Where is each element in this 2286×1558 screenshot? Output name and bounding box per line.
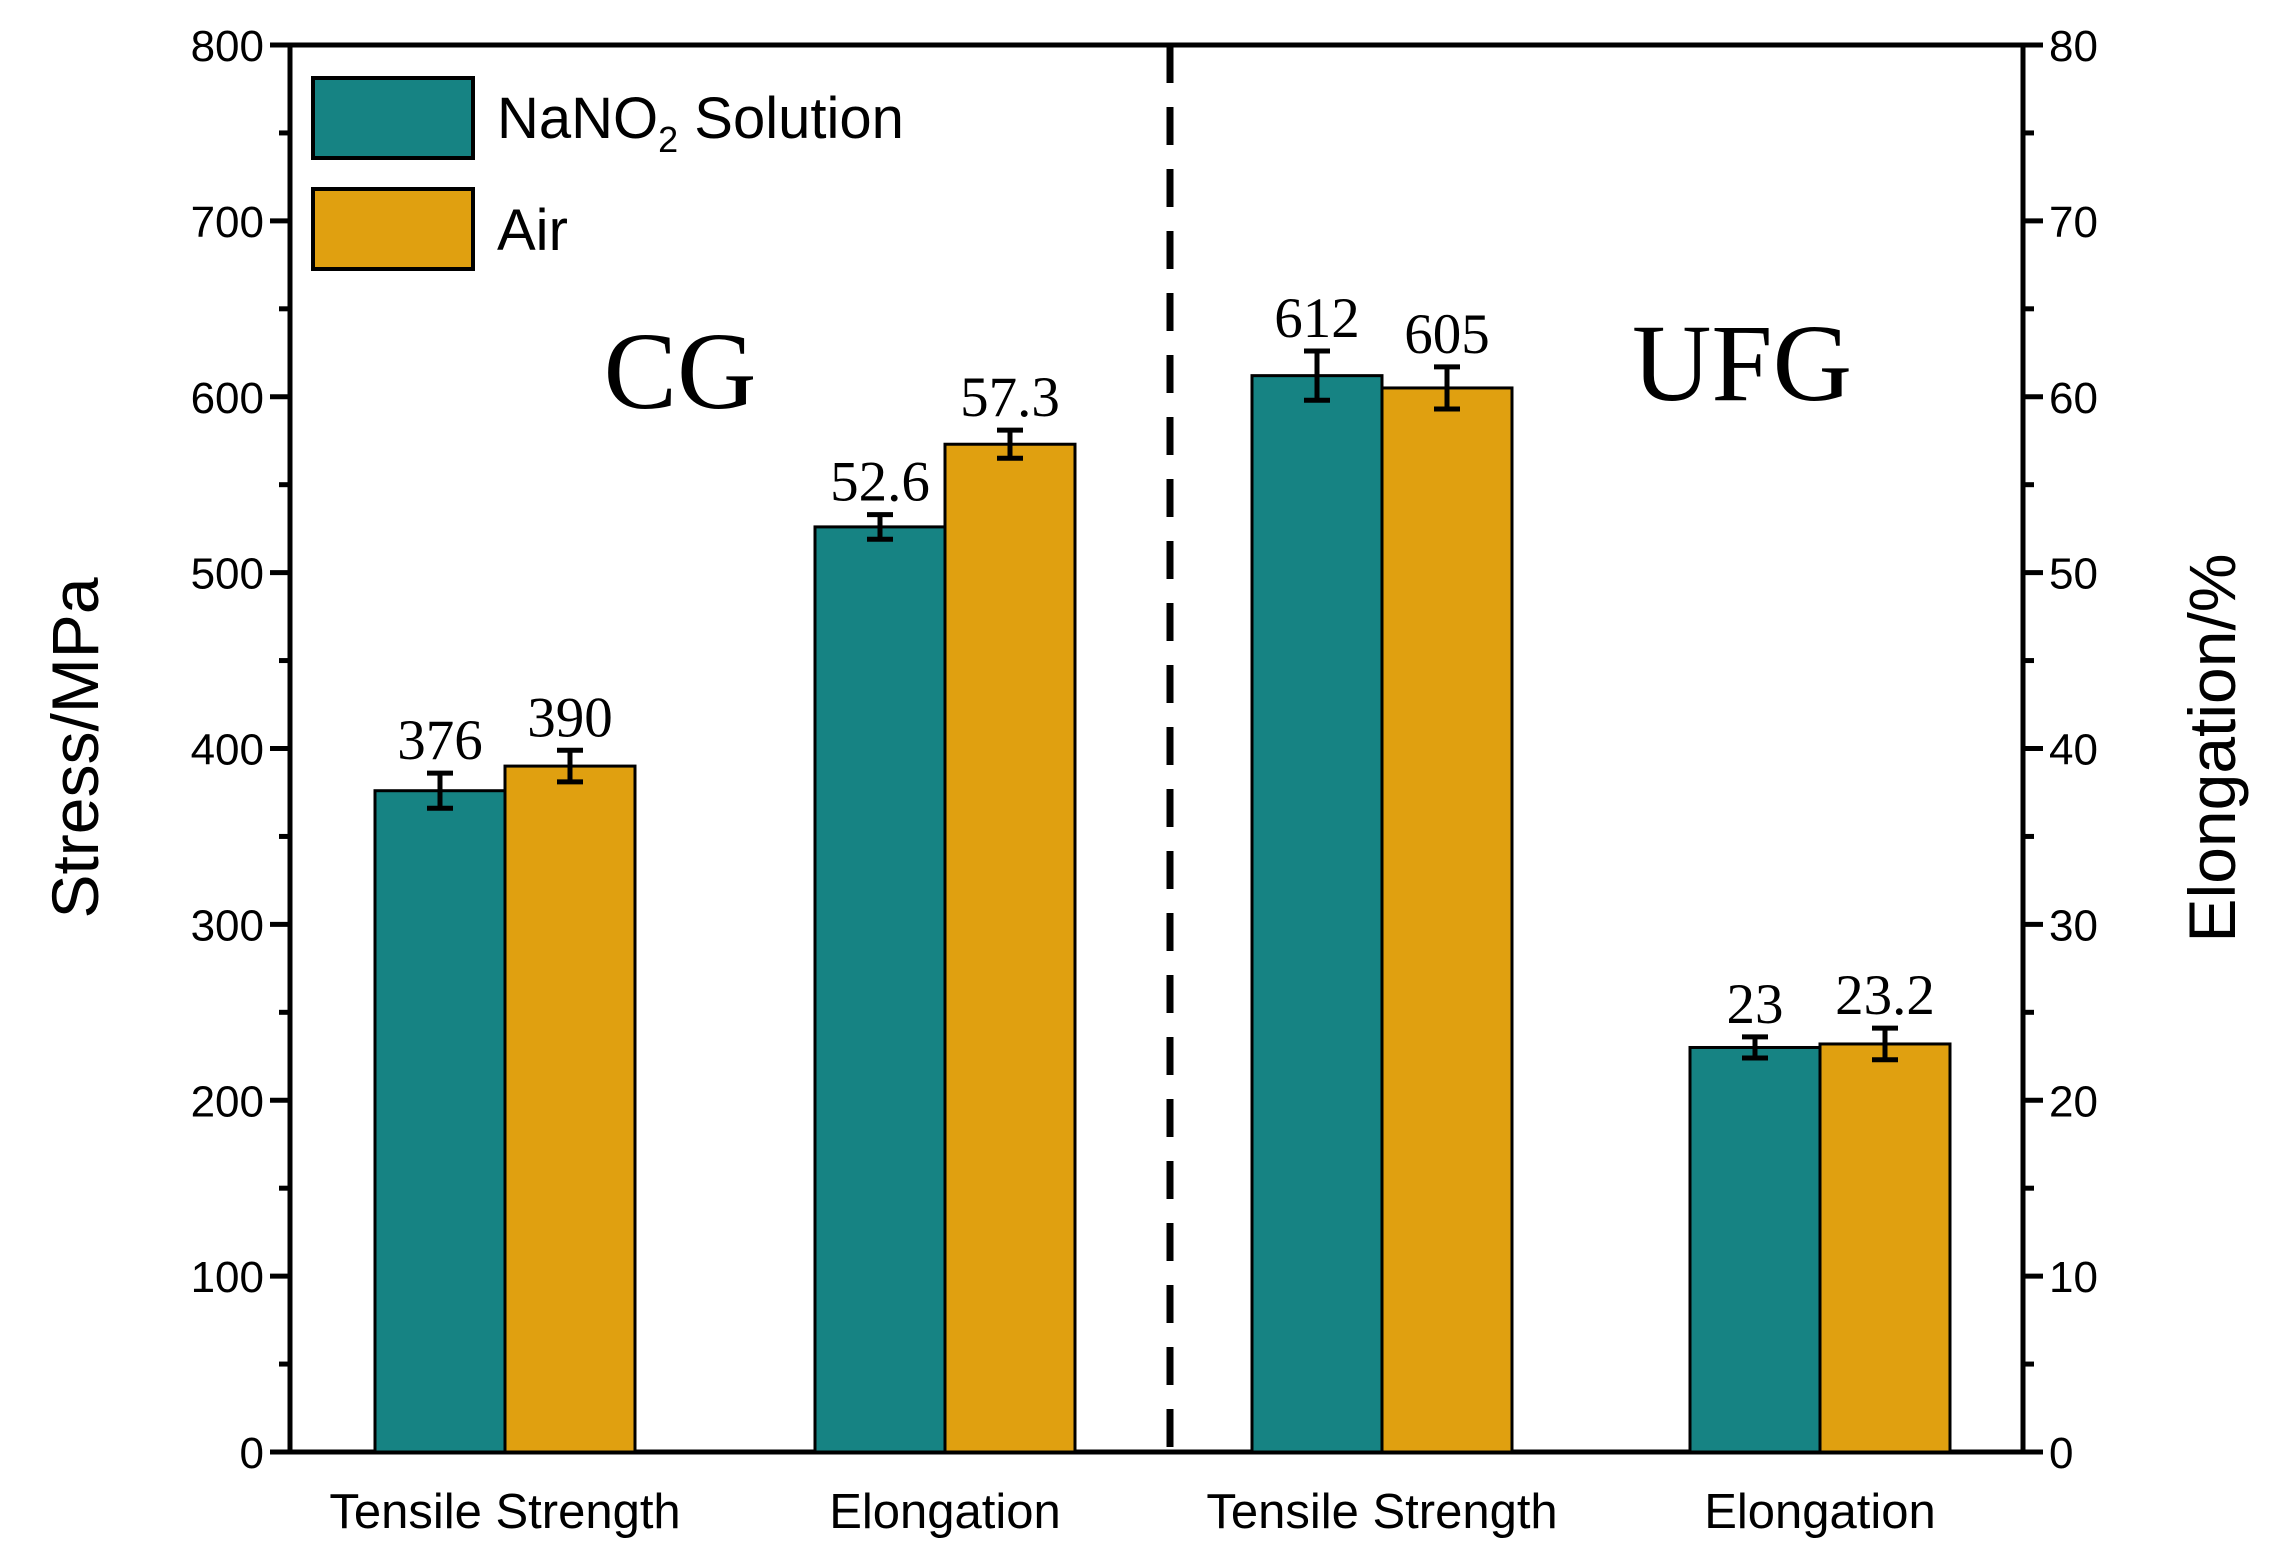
bar-nano2 <box>373 789 507 1454</box>
data-label: 23 <box>1727 973 1784 1036</box>
left-tick-label: 100 <box>191 1253 264 1302</box>
data-label: 605 <box>1404 303 1490 366</box>
right-axis-ticks: 0 10 20 30 40 50 60 70 80 <box>2023 22 2098 1478</box>
right-tick-label: 10 <box>2049 1253 2098 1302</box>
bars <box>373 374 1952 1454</box>
left-tick-label: 600 <box>191 374 264 423</box>
error-bars <box>427 348 1898 1063</box>
left-axis-ticks: 0 100 200 300 400 500 600 700 800 <box>191 22 290 1478</box>
y-axis-title-left: Stress/MPa <box>38 577 112 918</box>
data-label: 52.6 <box>830 451 930 514</box>
data-label: 23.2 <box>1835 964 1935 1027</box>
right-tick-label: 80 <box>2049 22 2098 71</box>
y-axis-title-right: Elongation/% <box>2175 554 2249 943</box>
left-tick-label: 400 <box>191 726 264 775</box>
left-tick-label: 700 <box>191 198 264 247</box>
legend: NaNO2 Solution Air <box>311 76 904 271</box>
bar-nano2 <box>813 525 947 1454</box>
data-label: 612 <box>1274 287 1360 350</box>
group-label-cg: CG <box>604 310 757 432</box>
bar-nano2 <box>1250 374 1384 1454</box>
category-labels: Tensile Strength Elongation Tensile Streng… <box>329 1485 1935 1539</box>
left-tick-label: 800 <box>191 22 264 71</box>
bar-air <box>1380 386 1514 1454</box>
left-tick-label: 300 <box>191 901 264 950</box>
data-label: 57.3 <box>960 366 1060 429</box>
right-tick-label: 30 <box>2049 901 2098 950</box>
right-tick-label: 20 <box>2049 1077 2098 1126</box>
right-tick-label: 0 <box>2049 1429 2073 1478</box>
bar-air <box>1818 1042 1952 1454</box>
legend-label-air: Air <box>497 198 568 263</box>
right-tick-label: 40 <box>2049 726 2098 775</box>
legend-label-nano2: NaNO2 Solution <box>497 86 904 160</box>
legend-swatch-air <box>311 187 475 271</box>
data-label: 390 <box>527 686 613 749</box>
category-label: Elongation <box>1704 1485 1936 1539</box>
category-label: Tensile Strength <box>329 1485 680 1539</box>
right-tick-label: 50 <box>2049 550 2098 599</box>
category-label: Elongation <box>829 1485 1061 1539</box>
data-label: 376 <box>397 709 483 772</box>
left-tick-label: 0 <box>240 1429 264 1478</box>
bar-nano2 <box>1688 1045 1822 1454</box>
right-tick-label: 70 <box>2049 198 2098 247</box>
group-label-ufg: UFG <box>1632 302 1852 424</box>
legend-swatch-nano2 <box>311 76 475 160</box>
category-label: Tensile Strength <box>1206 1485 1557 1539</box>
left-tick-label: 500 <box>191 550 264 599</box>
right-tick-label: 60 <box>2049 374 2098 423</box>
bar-air <box>503 764 637 1454</box>
value-labels: 376 390 52.6 57.3 612 605 23 23.2 <box>397 287 1935 1036</box>
left-tick-label: 200 <box>191 1077 264 1126</box>
bar-air <box>943 442 1077 1454</box>
